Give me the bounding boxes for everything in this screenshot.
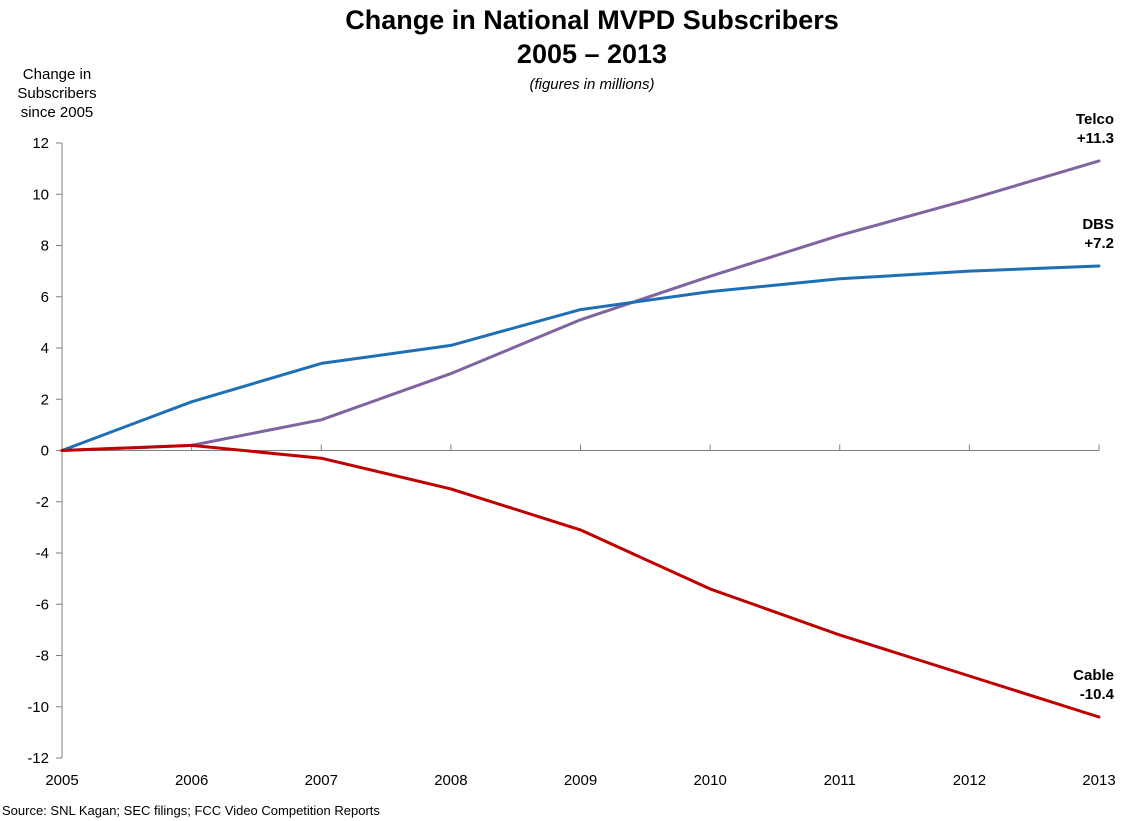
y-tick-label: -4 xyxy=(36,545,49,562)
x-tick-label: 2013 xyxy=(1082,772,1115,789)
series-end-value-cable: -10.4 xyxy=(1080,686,1115,703)
y-tick-label: 10 xyxy=(32,186,49,203)
x-tick-label: 2012 xyxy=(953,772,986,789)
x-tick-label: 2011 xyxy=(824,772,856,789)
y-tick-label: -8 xyxy=(36,648,49,665)
y-tick-label: 12 xyxy=(32,135,49,152)
series-line-telco xyxy=(60,159,1101,452)
y-tick-label: -2 xyxy=(36,494,49,511)
chart-subtitle: (figures in millions) xyxy=(529,76,655,93)
y-tick-label: -10 xyxy=(27,699,49,716)
y-tick-label: 2 xyxy=(41,391,49,408)
x-tick-label: 2008 xyxy=(434,772,467,789)
x-tick-label: 2005 xyxy=(45,772,78,789)
x-tick-label: 2009 xyxy=(564,772,597,789)
y-axis-label-line-3: since 2005 xyxy=(20,104,94,121)
series-label-cable: Cable xyxy=(1073,667,1114,684)
y-tick-label: 0 xyxy=(41,443,49,460)
y-tick-label: -6 xyxy=(36,596,49,613)
series-line-cable xyxy=(60,443,1101,719)
y-tick-label: -12 xyxy=(27,750,49,767)
series-line-dbs xyxy=(60,264,1101,452)
line-chart: 12 10 8 6 4 2 0 -2 -4 -6 -8 -10 -12 2005 2006 2007 2008 2… xyxy=(27,111,1115,789)
y-axis-label: Change in Subscribers since 2005 xyxy=(2,65,112,122)
y-tick-label: 8 xyxy=(41,238,49,255)
x-tick-label: 2007 xyxy=(305,772,338,789)
x-tick-label: 2006 xyxy=(175,772,208,789)
series-end-value-dbs: +7.2 xyxy=(1084,235,1114,252)
y-tick-label: 6 xyxy=(41,289,49,306)
source-note: Source: SNL Kagan; SEC filings; FCC Vide… xyxy=(2,803,380,818)
series-end-value-telco: +11.3 xyxy=(1077,130,1114,147)
y-axis-label-line-1: Change in xyxy=(22,66,92,83)
x-tick-label: 2010 xyxy=(693,772,726,789)
series-label-telco: Telco xyxy=(1076,111,1114,128)
chart-title: Change in National MVPD Subscribers xyxy=(345,5,839,35)
y-tick-label: 4 xyxy=(41,340,49,357)
series-label-dbs: DBS xyxy=(1082,216,1114,233)
y-axis-label-line-2: Subscribers xyxy=(17,85,97,102)
chart-title-years: 2005 – 2013 xyxy=(516,39,668,69)
